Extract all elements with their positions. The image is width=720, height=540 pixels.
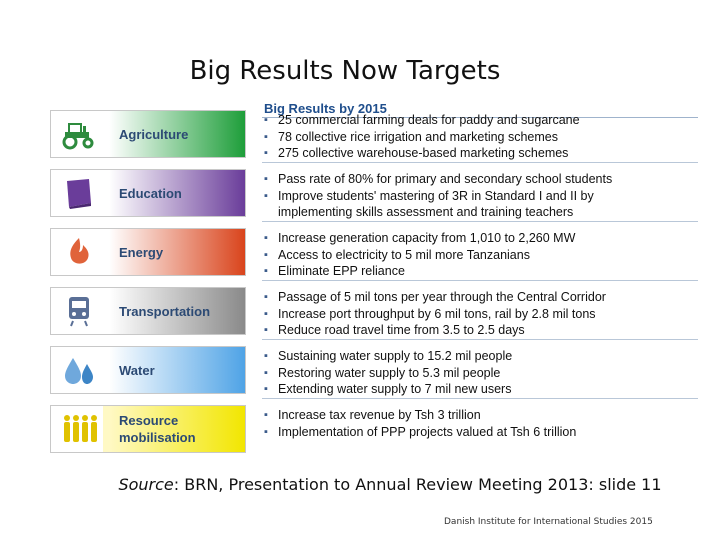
source-text: : BRN, Presentation to Annual Review Mee… [173, 475, 662, 494]
sector-tile: Agriculture [50, 110, 246, 158]
sector-tile: Transportation [50, 287, 246, 335]
target-item: Sustaining water supply to 15.2 mil peop… [262, 348, 698, 365]
water-drops-icon [51, 347, 103, 393]
target-item: 25 commercial farming deals for paddy an… [262, 112, 698, 129]
sector-label: Water [119, 362, 155, 378]
target-item: Increase port throughput by 6 mil tons, … [262, 306, 698, 323]
target-item: Increase tax revenue by Tsh 3 trillion [262, 407, 698, 424]
target-item: Implementation of PPP projects valued at… [262, 424, 698, 441]
tractor-icon [51, 111, 103, 157]
row-divider [262, 398, 698, 399]
footer-credit: Danish Institute for International Studi… [444, 517, 653, 527]
target-list: Sustaining water supply to 15.2 mil peop… [262, 348, 698, 398]
target-item: Extending water supply to 7 mil new user… [262, 381, 698, 398]
sector-tile: Energy [50, 228, 246, 276]
target-item: Access to electricity to 5 mil more Tanz… [262, 247, 698, 264]
sector-tile: Water [50, 346, 246, 394]
target-list: Pass rate of 80% for primary and seconda… [262, 171, 698, 221]
row-divider [262, 339, 698, 340]
target-item: Passage of 5 mil tons per year through t… [262, 289, 698, 306]
train-icon [51, 288, 103, 334]
people-icon [51, 406, 103, 452]
sector-label: Education [119, 185, 182, 201]
target-item: 275 collective warehouse-based marketing… [262, 145, 698, 162]
target-list: 25 commercial farming deals for paddy an… [262, 112, 698, 162]
source-label: Source [118, 475, 174, 494]
sector-label: Resource mobilisation [119, 413, 196, 445]
target-item: Reduce road travel time from 3.5 to 2.5 … [262, 322, 698, 339]
target-list: Increase generation capacity from 1,010 … [262, 230, 698, 280]
target-item: Pass rate of 80% for primary and seconda… [262, 171, 698, 188]
target-list: Increase tax revenue by Tsh 3 trillionIm… [262, 407, 698, 440]
flame-icon [51, 229, 103, 275]
row-divider [262, 162, 698, 163]
target-item: Eliminate EPP reliance [262, 263, 698, 280]
target-item: Restoring water supply to 5.3 mil people [262, 365, 698, 382]
target-item: implementing skills assessment and train… [278, 205, 574, 219]
target-list: Passage of 5 mil tons per year through t… [262, 289, 698, 339]
source-citation: Source: BRN, Presentation to Annual Revi… [0, 475, 720, 494]
row-divider [262, 280, 698, 281]
row-divider [262, 221, 698, 222]
target-item: 78 collective rice irrigation and market… [262, 129, 698, 146]
target-item: Improve students' mastering of 3R in Sta… [262, 188, 698, 205]
sector-label: Agriculture [119, 126, 189, 142]
book-icon [51, 170, 103, 216]
sector-tile: Education [50, 169, 246, 217]
sector-label: Energy [119, 244, 164, 260]
slide-title: Big Results Now Targets [189, 56, 501, 86]
sector-label: Transportation [119, 303, 211, 319]
sector-tile: Resource mobilisation [50, 405, 246, 453]
target-item: Increase generation capacity from 1,010 … [262, 230, 698, 247]
title-ghost-text [196, 40, 526, 52]
